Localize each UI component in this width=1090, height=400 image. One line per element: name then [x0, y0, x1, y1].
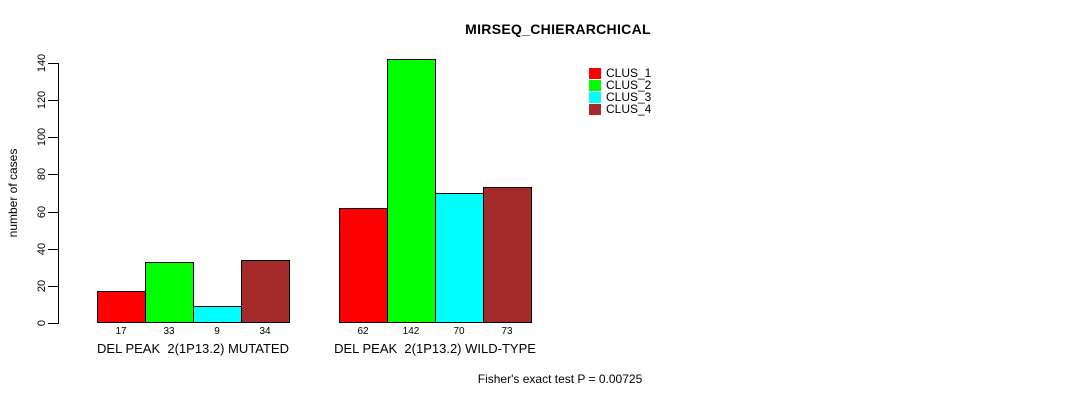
y-tick-label: 20 — [36, 279, 48, 293]
y-tick — [48, 100, 58, 101]
bar-clus_4-group1 — [241, 260, 290, 323]
legend: CLUS_1 CLUS_2 CLUS_3 CLUS_4 — [589, 67, 651, 115]
y-axis-line — [58, 63, 59, 324]
bar-value-label: 70 — [453, 326, 465, 337]
x-category-label: DEL PEAK 2(1P13.2) WILD-TYPE — [334, 341, 536, 356]
y-tick-label: 80 — [36, 167, 48, 181]
y-tick — [48, 63, 58, 64]
x-category-label: DEL PEAK 2(1P13.2) MUTATED — [97, 341, 289, 356]
bar-value-label: 73 — [501, 326, 513, 337]
y-tick-label: 140 — [36, 53, 48, 73]
legend-item: CLUS_3 — [589, 91, 651, 103]
y-tick — [48, 323, 58, 324]
bar-clus_2-group2 — [387, 59, 436, 323]
y-tick-label: 60 — [36, 205, 48, 219]
legend-item: CLUS_1 — [589, 67, 651, 79]
chart-title: MIRSEQ_CHIERARCHICAL — [465, 21, 651, 37]
legend-item-label: CLUS_4 — [606, 102, 652, 116]
bar-value-label: 33 — [163, 326, 175, 337]
y-tick — [48, 249, 58, 250]
bar-clus_2-group1 — [145, 262, 194, 323]
y-tick — [48, 137, 58, 138]
legend-swatch — [589, 91, 601, 103]
bar-value-label: 17 — [115, 326, 127, 337]
y-tick — [48, 174, 58, 175]
y-tick-label: 0 — [36, 319, 48, 327]
legend-swatch — [589, 67, 601, 79]
bar-clus_1-group2 — [339, 208, 388, 323]
bar-value-label: 62 — [357, 326, 369, 337]
y-tick-label: 100 — [36, 127, 48, 147]
legend-swatch — [589, 103, 601, 115]
y-tick — [48, 286, 58, 287]
legend-item-label: CLUS_1 — [606, 66, 652, 80]
legend-item: CLUS_4 — [589, 103, 651, 115]
bar-clus_1-group1 — [97, 291, 146, 323]
annotation-fisher-test: Fisher's exact test P = 0.00725 — [477, 372, 643, 386]
legend-item: CLUS_2 — [589, 79, 651, 91]
y-tick — [48, 212, 58, 213]
legend-item-label: CLUS_3 — [606, 90, 652, 104]
y-tick-label: 120 — [36, 90, 48, 110]
bar-value-label: 142 — [402, 326, 420, 337]
legend-item-label: CLUS_2 — [606, 78, 652, 92]
bar-clus_3-group2 — [435, 193, 484, 323]
bar-clus_4-group2 — [483, 187, 532, 323]
bar-value-label: 34 — [259, 326, 271, 337]
bar-value-label: 9 — [214, 326, 220, 337]
y-tick-label: 40 — [36, 242, 48, 256]
bar-clus_3-group1 — [193, 306, 242, 323]
legend-swatch — [589, 79, 601, 91]
